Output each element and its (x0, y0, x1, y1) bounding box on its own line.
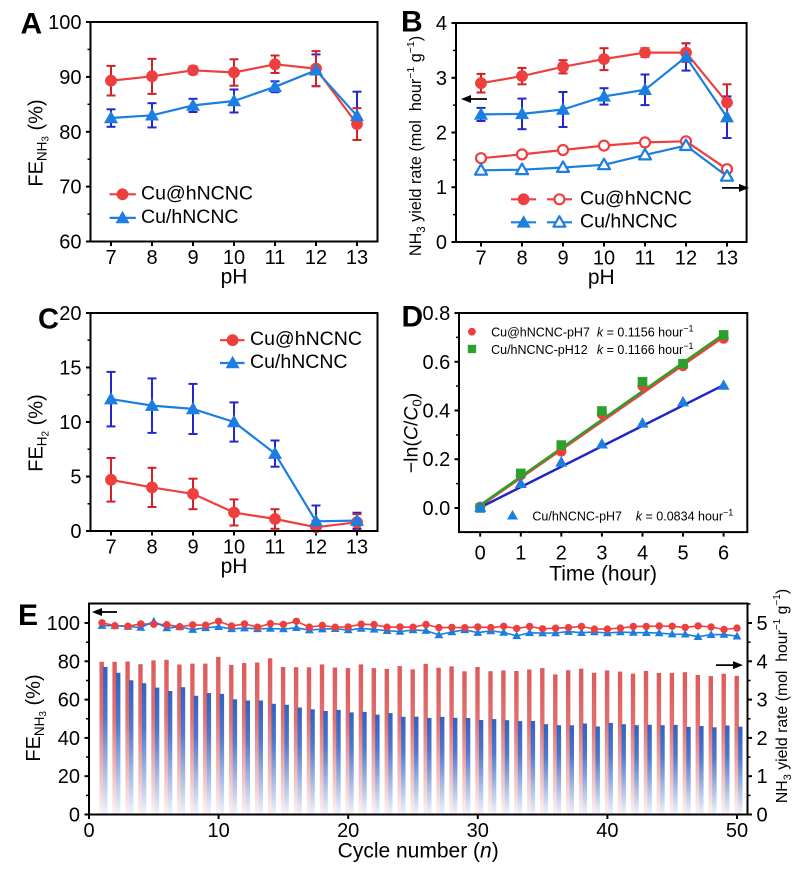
svg-text:11: 11 (265, 247, 286, 269)
svg-text:40: 40 (58, 728, 80, 750)
svg-text:C: C (38, 304, 59, 336)
svg-text:9: 9 (557, 248, 568, 270)
svg-text:0.6: 0.6 (422, 352, 450, 374)
svg-text:80: 80 (59, 122, 81, 144)
svg-text:1: 1 (757, 766, 768, 788)
svg-text:1: 1 (436, 177, 447, 199)
svg-text:0: 0 (69, 805, 80, 827)
svg-text:8: 8 (146, 537, 157, 559)
svg-text:0.8: 0.8 (422, 303, 450, 325)
svg-text:pH: pH (588, 266, 615, 289)
svg-text:−ln(C/C0): −ln(C/C0) (401, 393, 425, 473)
svg-text:10: 10 (223, 247, 245, 269)
svg-text:Cycle number (n): Cycle number (n) (338, 840, 499, 863)
svg-text:4: 4 (436, 13, 447, 35)
svg-text:2: 2 (436, 123, 447, 145)
svg-text:15: 15 (59, 358, 81, 380)
svg-text:E: E (18, 599, 38, 632)
svg-text:5: 5 (70, 467, 81, 489)
svg-text:0: 0 (757, 805, 768, 827)
svg-text:5: 5 (757, 613, 768, 635)
svg-text:60: 60 (58, 690, 80, 712)
svg-text:20: 20 (59, 303, 81, 325)
svg-text:4: 4 (637, 543, 648, 565)
svg-text:0: 0 (83, 820, 94, 842)
svg-text:Cu@hNCNC: Cu@hNCNC (250, 328, 362, 350)
svg-text:k = 0.1156 hour−1: k = 0.1156 hour−1 (597, 324, 694, 340)
svg-text:pH: pH (221, 555, 248, 578)
svg-text:5: 5 (677, 543, 688, 565)
svg-text:7: 7 (475, 248, 486, 270)
svg-text:0: 0 (436, 232, 447, 254)
svg-text:10: 10 (207, 820, 229, 842)
svg-text:13: 13 (346, 537, 368, 559)
svg-text:k = 0.0834 hour−1: k = 0.0834 hour−1 (636, 507, 734, 523)
svg-text:60: 60 (59, 232, 81, 254)
svg-text:3: 3 (757, 690, 768, 712)
svg-text:Cu/hNCNC: Cu/hNCNC (141, 206, 239, 228)
svg-text:Cu/hNCNC: Cu/hNCNC (250, 351, 348, 373)
svg-text:9: 9 (187, 247, 198, 269)
svg-text:FENH3 (%): FENH3 (%) (26, 99, 52, 186)
svg-text:0.0: 0.0 (422, 498, 450, 520)
svg-text:12: 12 (305, 537, 327, 559)
svg-text:NH3 yield rate (mol hour−1 g−: NH3 yield rate (mol hour−1 g−1) (405, 36, 428, 256)
svg-text:2: 2 (556, 543, 567, 565)
svg-text:0: 0 (70, 521, 81, 543)
svg-text:7: 7 (105, 247, 116, 269)
svg-text:8: 8 (146, 247, 157, 269)
svg-text:Time (hour): Time (hour) (549, 563, 657, 586)
svg-text:8: 8 (516, 248, 527, 270)
svg-text:70: 70 (59, 177, 81, 199)
svg-text:12: 12 (305, 247, 327, 269)
svg-text:20: 20 (337, 820, 359, 842)
svg-text:20: 20 (58, 766, 80, 788)
svg-text:3: 3 (596, 543, 607, 565)
svg-text:D: D (402, 301, 424, 334)
svg-text:40: 40 (596, 820, 618, 842)
svg-text:7: 7 (105, 537, 116, 559)
svg-text:Cu/hNCNC-pH12: Cu/hNCNC-pH12 (491, 343, 588, 357)
svg-text:13: 13 (716, 248, 738, 270)
svg-text:10: 10 (593, 248, 615, 270)
svg-text:2: 2 (757, 728, 768, 750)
svg-text:6: 6 (718, 543, 729, 565)
svg-text:Cu/hNCNC: Cu/hNCNC (580, 210, 678, 232)
svg-text:pH: pH (221, 266, 248, 289)
svg-text:100: 100 (48, 12, 81, 34)
svg-text:k = 0.1166 hour−1: k = 0.1166 hour−1 (597, 341, 694, 357)
svg-text:3: 3 (436, 68, 447, 90)
svg-text:30: 30 (467, 820, 489, 842)
svg-text:FEH2 (%): FEH2 (%) (26, 394, 52, 472)
svg-text:B: B (401, 6, 423, 39)
svg-text:80: 80 (58, 651, 80, 673)
svg-text:12: 12 (675, 248, 697, 270)
svg-text:Cu/hNCNC-pH7: Cu/hNCNC-pH7 (532, 509, 622, 523)
svg-text:0.4: 0.4 (422, 401, 450, 423)
svg-text:50: 50 (726, 820, 748, 842)
svg-text:4: 4 (757, 651, 768, 673)
svg-text:1: 1 (515, 543, 526, 565)
svg-text:90: 90 (59, 67, 81, 89)
svg-text:11: 11 (265, 537, 286, 559)
svg-text:0.2: 0.2 (422, 449, 450, 471)
svg-text:0: 0 (475, 543, 486, 565)
svg-text:NH3 yield rate (mol hour−1 g−: NH3 yield rate (mol hour−1 g−1) (772, 589, 794, 803)
svg-text:9: 9 (187, 537, 198, 559)
svg-text:10: 10 (223, 537, 245, 559)
svg-text:Cu@hNCNC: Cu@hNCNC (141, 182, 253, 204)
svg-text:13: 13 (346, 247, 368, 269)
svg-text:A: A (21, 8, 43, 41)
svg-text:100: 100 (47, 613, 80, 635)
svg-text:Cu@hNCNC-pH7: Cu@hNCNC-pH7 (491, 326, 590, 340)
svg-text:Cu@hNCNC: Cu@hNCNC (580, 187, 692, 209)
svg-text:10: 10 (59, 412, 81, 434)
svg-text:11: 11 (635, 248, 656, 270)
svg-text:FENH3 (%): FENH3 (%) (23, 674, 49, 761)
